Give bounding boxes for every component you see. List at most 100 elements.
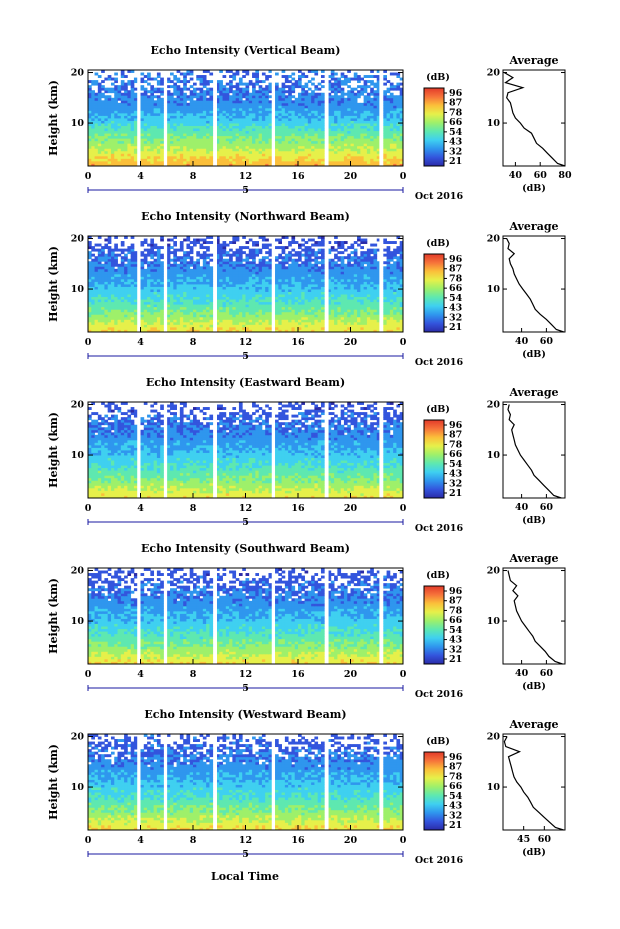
heatmap-cell [104, 281, 109, 285]
heatmap-cell [298, 128, 302, 132]
heatmap-cell [252, 85, 256, 89]
heatmap-cell [294, 97, 299, 101]
heatmap-cell [166, 85, 171, 89]
heatmap-cell [156, 281, 161, 285]
heatmap-cell [179, 294, 184, 298]
heatmap-cell [278, 102, 282, 106]
heatmap-cell [386, 316, 391, 320]
heatmap-cell [370, 160, 374, 164]
heatmap-cell [340, 309, 345, 313]
heatmap-cell [357, 145, 361, 149]
heatmap-cell [186, 314, 191, 318]
heatmap-cell [311, 304, 315, 308]
heatmap-cell [94, 112, 99, 116]
heatmap-cell [327, 102, 332, 106]
heatmap-cell [284, 90, 289, 94]
heatmap-cell [393, 319, 397, 323]
heatmap-cell [399, 311, 404, 315]
heatmap-cell [130, 321, 135, 325]
heatmap-cell [133, 153, 138, 157]
heatmap-cell [334, 314, 338, 318]
heatmap-cell [147, 130, 151, 134]
heatmap-cell [199, 105, 204, 109]
heatmap-cell [284, 118, 289, 121]
heatmap-cell [383, 135, 387, 139]
heatmap-cell [143, 102, 148, 106]
heatmap-cell [393, 150, 397, 154]
heatmap-cell [110, 138, 115, 142]
heatmap-cell [97, 128, 102, 132]
heatmap-cell [245, 158, 250, 162]
heatmap-cell [225, 304, 230, 308]
heatmap-cell [373, 82, 378, 86]
heatmap-cell [255, 309, 260, 313]
heatmap-cell [173, 163, 177, 167]
heatmap-cell [288, 128, 292, 132]
heatmap-cell [153, 107, 158, 111]
heatmap-cell [317, 145, 322, 149]
heatmap-cell [363, 148, 368, 152]
heatmap-cell [114, 311, 118, 315]
heatmap-cell [396, 102, 401, 106]
heatmap-cell [376, 311, 381, 315]
heatmap-cell [222, 309, 227, 313]
heatmap-cell [261, 314, 266, 318]
heatmap-cell [389, 125, 394, 129]
heatmap-cell [242, 319, 246, 323]
heatmap-cell [173, 291, 177, 295]
heatmap-cell [225, 112, 230, 116]
heatmap-cell [104, 321, 109, 325]
heatmap-cell [235, 87, 240, 91]
heatmap-cell [301, 107, 305, 111]
heatmap-cell [340, 306, 345, 310]
heatmap-cell [320, 148, 325, 152]
heatmap-cell [255, 158, 260, 162]
heatmap-cell [117, 118, 122, 121]
heatmap-cell [124, 329, 128, 333]
heatmap-cell [314, 102, 319, 106]
heatmap-cell [209, 158, 214, 162]
heatmap-cell [189, 324, 194, 328]
heatmap-cell [350, 148, 355, 152]
heatmap-cell [343, 133, 348, 137]
heatmap-cell [97, 155, 102, 159]
heatmap-cell [179, 97, 184, 101]
heatmap-cell [337, 145, 342, 149]
heatmap-cell [370, 163, 374, 167]
heatmap-cell [104, 160, 109, 164]
heatmap-cell [268, 87, 273, 91]
heatmap-cell [294, 85, 299, 89]
heatmap-cell [147, 281, 151, 285]
heatmap-cell [245, 278, 250, 282]
heatmap-cell [196, 92, 200, 96]
heatmap-cell [170, 102, 174, 106]
heatmap-cell [298, 309, 302, 313]
heatmap-cell [215, 97, 220, 101]
heatmap-cell [268, 296, 273, 300]
heatmap-cell [114, 133, 118, 137]
heatmap-cell [248, 92, 253, 96]
heatmap-cell [376, 324, 381, 328]
heatmap-cell [281, 95, 286, 99]
heatmap-cell [110, 163, 115, 167]
heatmap-cell [238, 153, 243, 157]
heatmap-cell [304, 324, 309, 328]
heatmap-cell [209, 299, 214, 303]
heatmap-cell [176, 155, 181, 159]
heatmap-cell [160, 163, 164, 167]
heatmap-cell [288, 163, 292, 167]
heatmap-cell [219, 276, 223, 280]
heatmap-cell [110, 77, 115, 81]
heatmap-cell [366, 143, 371, 147]
heatmap-cell [160, 291, 164, 295]
heatmap-cell [314, 107, 319, 111]
heatmap-cell [150, 150, 155, 154]
heatmap-cell [120, 329, 125, 333]
heatmap-cell [183, 311, 187, 315]
heatmap-cell [143, 145, 148, 149]
heatmap-cell [252, 284, 256, 287]
heatmap-cell [370, 107, 374, 111]
heatmap-cell [334, 95, 338, 99]
heatmap-cell [258, 163, 263, 167]
heatmap-cell [91, 80, 95, 84]
